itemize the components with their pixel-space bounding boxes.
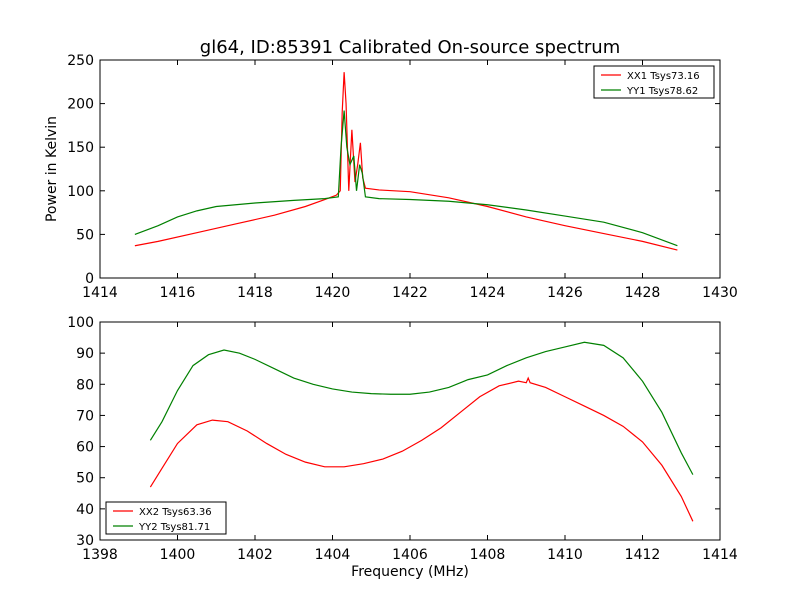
y-tick-label: 60	[76, 440, 94, 456]
x-tick-label: 1402	[237, 547, 273, 563]
x-tick-label: 1418	[237, 285, 273, 301]
x-tick-label: 1398	[82, 547, 118, 563]
y-tick-label: 70	[76, 408, 94, 424]
x-tick-label: 1412	[625, 547, 661, 563]
y-tick-label: 40	[76, 502, 94, 518]
y-tick-label: 200	[67, 97, 94, 113]
legend: XX2 Tsys63.36 YY2 Tsys81.71	[105, 501, 227, 535]
x-tick-label: 1416	[160, 285, 196, 301]
y-axis-label-top: Power in Kelvin	[44, 116, 60, 222]
chart-title: gl64, ID:85391 Calibrated On-source spec…	[200, 37, 620, 58]
legend-box	[105, 501, 227, 535]
x-tick-label: 1404	[315, 547, 351, 563]
legend-box	[593, 65, 715, 99]
legend-label: YY2 Tsys81.71	[138, 522, 210, 533]
panels: 1414 1416 1418 1420 1422 1424 1426 1428 14300501…	[67, 53, 738, 563]
legend-label: XX1 Tsys73.16	[627, 71, 700, 82]
y-tick-label: 0	[85, 271, 94, 287]
x-tick-label: 1420	[315, 285, 351, 301]
y-tick-label: 30	[76, 533, 94, 549]
x-tick-label: 1400	[160, 547, 196, 563]
y-tick-label: 50	[76, 471, 94, 487]
series-line-2	[134, 110, 678, 247]
y-tick-label: 100	[67, 184, 94, 200]
x-tick-label: 1422	[392, 285, 428, 301]
x-tick-label: 1414	[82, 285, 118, 301]
x-tick-label: 1430	[702, 285, 738, 301]
x-tick-label: 1410	[547, 547, 583, 563]
chart-panel-2: 1398 1400 1402 1404 1406 1408 1410 1412 1414 30 40…	[67, 315, 738, 563]
x-axis-label: Frequency (MHz)	[351, 564, 469, 580]
y-tick-label: 100	[67, 315, 94, 331]
x-tick-label: 1406	[392, 547, 428, 563]
legend: XX1 Tsys73.16 YY1 Tsys78.62	[593, 65, 715, 99]
y-tick-label: 80	[76, 377, 94, 393]
y-tick-label: 150	[67, 140, 94, 156]
y-tick-label: 50	[76, 227, 94, 243]
x-tick-label: 1424	[470, 285, 506, 301]
chart-panel-1: 1414 1416 1418 1420 1422 1424 1426 1428 1430 0 50 1…	[67, 53, 738, 301]
y-tick-label: 250	[67, 53, 94, 69]
legend-label: YY1 Tsys78.62	[626, 86, 698, 97]
x-tick-label: 1414	[702, 547, 738, 563]
x-tick-label: 1428	[625, 285, 661, 301]
x-tick-label: 1426	[547, 285, 583, 301]
series-line-2	[149, 341, 694, 475]
x-tick-label: 1408	[470, 547, 506, 563]
series-line-1	[149, 376, 694, 522]
y-tick-label: 90	[76, 346, 94, 362]
legend-label: XX2 Tsys63.36	[139, 507, 212, 518]
